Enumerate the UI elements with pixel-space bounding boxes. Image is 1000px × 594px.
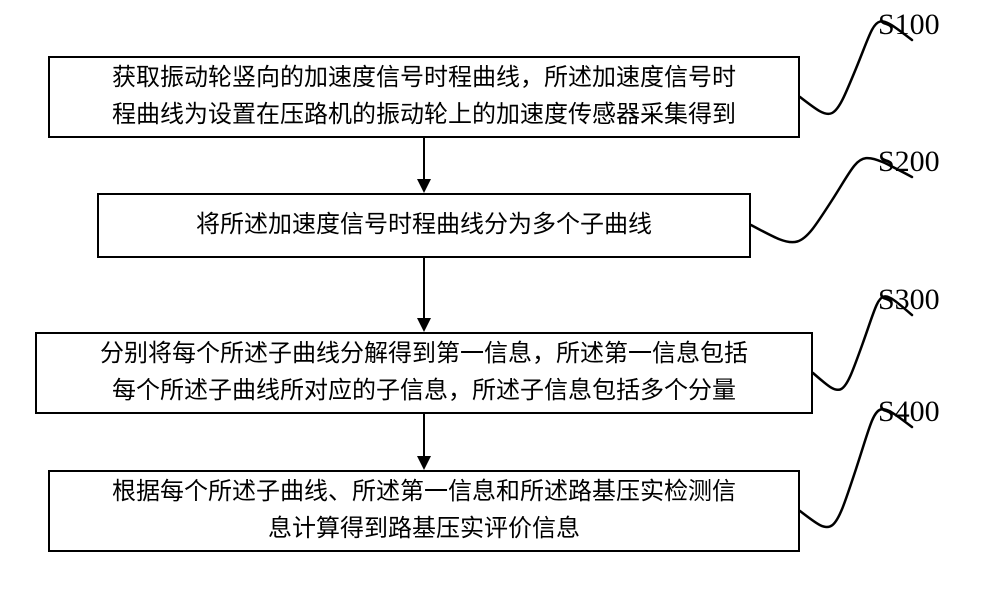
connector-curves <box>0 0 1000 594</box>
connector-curve-3 <box>813 296 912 389</box>
connector-curve-2 <box>751 158 912 242</box>
connector-curve-1 <box>800 21 912 114</box>
connector-curve-4 <box>800 409 912 527</box>
